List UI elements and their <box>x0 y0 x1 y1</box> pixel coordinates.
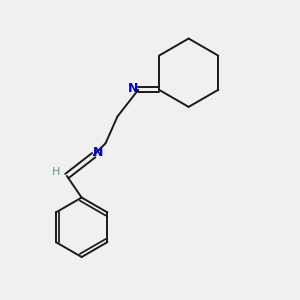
Text: H: H <box>52 167 61 176</box>
Text: N: N <box>93 146 103 159</box>
Text: N: N <box>128 82 138 95</box>
